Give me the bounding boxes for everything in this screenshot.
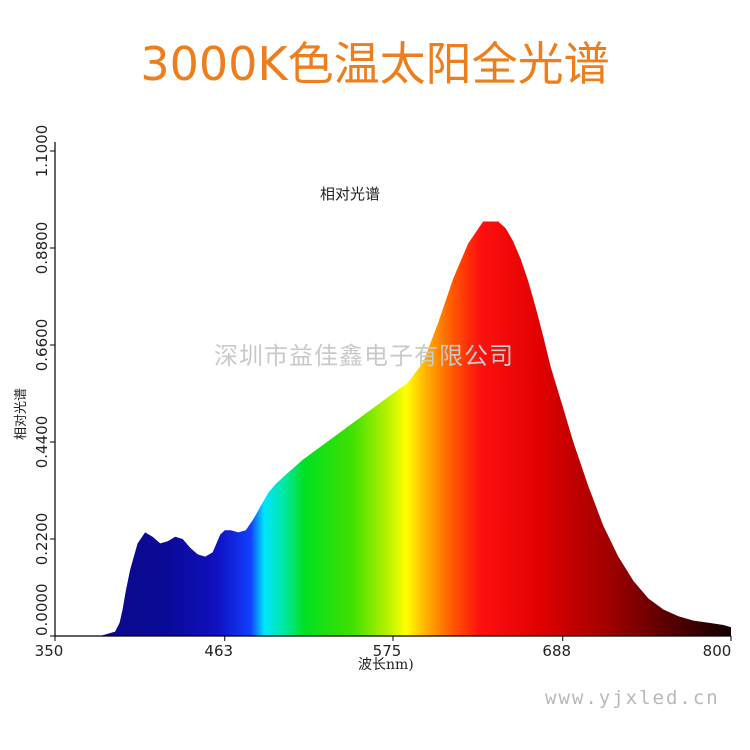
y-tick-label: 0.4400 xyxy=(33,416,51,469)
y-tick-label: 1.1000 xyxy=(33,125,51,178)
y-tick-label: 0.6600 xyxy=(33,319,51,372)
y-tick-group: 0.0000 0.2200 0.4400 0.6600 0.8800 1.1000 xyxy=(33,125,55,637)
x-tick-label: 575 xyxy=(373,642,402,660)
spectrum-area xyxy=(55,221,731,636)
company-watermark: 深圳市益佳鑫电子有限公司 xyxy=(214,342,514,370)
x-tick-label: 688 xyxy=(542,642,571,660)
x-axis-label: 波长nm) xyxy=(358,657,414,673)
x-tick-label: 800 xyxy=(703,642,732,660)
x-tick-label: 350 xyxy=(35,642,64,660)
url-watermark: www.yjxled.cn xyxy=(545,687,720,709)
y-tick-label: 0.2200 xyxy=(33,513,51,566)
chart-title: 相对光谱 xyxy=(320,185,381,203)
y-axis-label: 相对光谱 xyxy=(14,387,29,440)
x-tick-group: 350 463 575 688 800 xyxy=(35,636,732,660)
y-tick-label: 0.8800 xyxy=(33,222,51,275)
page-title: 3000K色温太阳全光谱 xyxy=(140,37,610,91)
x-tick-label: 463 xyxy=(204,642,233,660)
y-tick-label: 0.0000 xyxy=(33,584,51,637)
